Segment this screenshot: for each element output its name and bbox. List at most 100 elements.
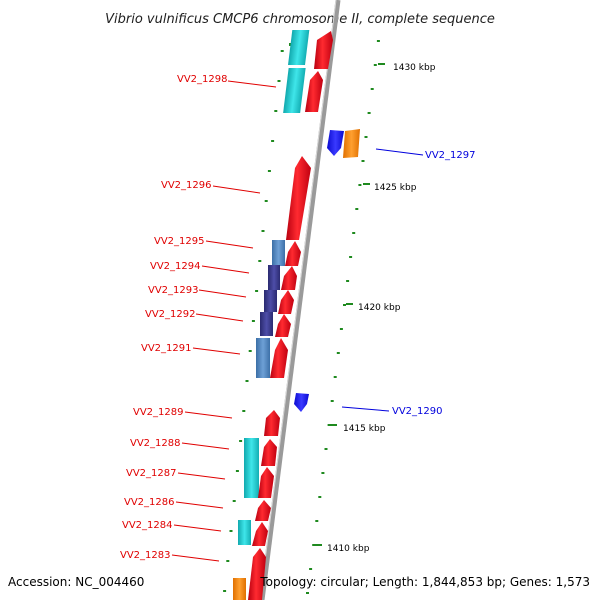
- kbp-label: 1430 kbp: [393, 63, 436, 73]
- forward-gene-arrow: [252, 522, 268, 546]
- navy-feature-block: [268, 265, 280, 290]
- track-tick: [261, 230, 265, 232]
- track-tick: [364, 136, 368, 138]
- track-tick: [274, 110, 278, 112]
- forward-gene-labels: VV2_1298 VV2_1296 VV2_1295 VV2_1294 VV2_…: [120, 74, 277, 562]
- track-tick: [306, 592, 309, 594]
- navy-feature-block: [264, 290, 277, 312]
- forward-gene-arrow: [286, 156, 311, 240]
- reverse-gene-arrow: [294, 393, 309, 412]
- forward-gene-arrow: [285, 241, 301, 266]
- track-tick: [312, 544, 316, 546]
- label-leader: [195, 313, 244, 322]
- gene-label: VV2_1287: [126, 468, 177, 479]
- gene-label: VV2_1288: [130, 438, 181, 449]
- track-tick: [324, 448, 328, 450]
- track-tick: [373, 64, 377, 66]
- gene-label: VV2_1298: [177, 74, 228, 85]
- orange-feature-block: [343, 129, 360, 158]
- gene-label: VV2_1284: [122, 520, 173, 531]
- forward-genes: [248, 31, 333, 600]
- track-tick: [336, 352, 340, 354]
- gene-label: VV2_1295: [154, 236, 205, 247]
- track-tick: [255, 290, 259, 292]
- track-tick: [258, 260, 262, 262]
- track-tick: [232, 500, 236, 502]
- label-leader: [175, 501, 224, 509]
- forward-gene-arrow: [278, 290, 294, 314]
- label-leader: [177, 472, 226, 480]
- cyan-feature-block: [238, 520, 251, 545]
- track-tick: [235, 470, 239, 472]
- track-tick: [245, 380, 249, 382]
- kbp-label: 1415 kbp: [343, 424, 386, 434]
- label-leader: [375, 148, 424, 156]
- cyan-feature-block: [288, 30, 310, 65]
- track-tick: [315, 520, 319, 522]
- track-tick: [376, 40, 380, 42]
- cyan-feature-block: [244, 438, 259, 498]
- accession-label: Accession: NC_004460: [8, 575, 144, 589]
- gene-label: VV2_1294: [150, 261, 201, 272]
- kbp-label: 1425 kbp: [374, 183, 417, 193]
- track-tick: [358, 184, 362, 186]
- label-leader: [181, 442, 230, 450]
- outer-tick-marks: [306, 40, 380, 594]
- track-tick: [309, 568, 313, 570]
- forward-gene-arrow: [305, 71, 323, 112]
- track-tick: [318, 496, 322, 498]
- label-leader: [212, 185, 261, 194]
- reverse-gene-arrow: [327, 130, 344, 156]
- kbp-label: 1410 kbp: [327, 544, 370, 554]
- gene-label: VV2_1291: [141, 343, 192, 354]
- track-tick: [251, 320, 255, 322]
- reverse-genes: [294, 130, 344, 412]
- gene-label: VV2_1286: [124, 497, 175, 508]
- track-tick: [367, 112, 371, 114]
- track-tick: [226, 560, 230, 562]
- steelblue-feature-block: [256, 338, 270, 378]
- track-tick: [242, 410, 246, 412]
- track-tick: [355, 208, 359, 210]
- track-tick: [271, 140, 275, 142]
- track-tick: [346, 280, 350, 282]
- gene-label: VV2_1283: [120, 550, 171, 561]
- backbone-highlight: [259, 0, 337, 600]
- gene-label: VV2_1296: [161, 180, 212, 191]
- forward-gene-arrow: [248, 548, 266, 600]
- label-leader: [192, 347, 241, 355]
- kbp-label: 1420 kbp: [358, 303, 401, 313]
- track-tick: [339, 328, 343, 330]
- track-tick: [280, 50, 284, 52]
- gene-label: VV2_1290: [392, 406, 443, 417]
- feature-blocks: [233, 30, 360, 600]
- label-leader: [198, 289, 247, 298]
- label-leader: [184, 411, 233, 419]
- navy-feature-block: [260, 312, 273, 336]
- gene-label: VV2_1292: [145, 309, 196, 320]
- gene-label: VV2_1293: [148, 285, 199, 296]
- forward-gene-arrow: [275, 314, 291, 337]
- track-tick: [352, 232, 356, 234]
- steelblue-feature-block: [272, 240, 285, 266]
- track-tick: [248, 350, 252, 352]
- reverse-gene-labels: VV2_1297 VV2_1290: [341, 148, 476, 417]
- track-tick: [321, 472, 325, 474]
- gene-label: VV2_1289: [133, 407, 184, 418]
- track-tick: [239, 440, 243, 442]
- kbp-scale: 1430 kbp 1425 kbp 1420 kbp 1415 kbp 1410…: [315, 63, 436, 554]
- track-tick: [223, 590, 227, 592]
- track-tick: [370, 88, 374, 90]
- forward-gene-arrow: [270, 338, 288, 378]
- track-tick: [327, 424, 331, 426]
- forward-gene-arrow: [258, 467, 274, 498]
- label-leader: [205, 240, 254, 249]
- forward-gene-arrow: [261, 439, 277, 466]
- forward-gene-arrow: [264, 410, 280, 436]
- track-tick: [330, 400, 334, 402]
- forward-gene-arrow: [314, 31, 333, 69]
- gene-label: VV2_1297: [425, 150, 476, 161]
- track-tick: [264, 200, 268, 202]
- forward-gene-arrow: [255, 500, 271, 521]
